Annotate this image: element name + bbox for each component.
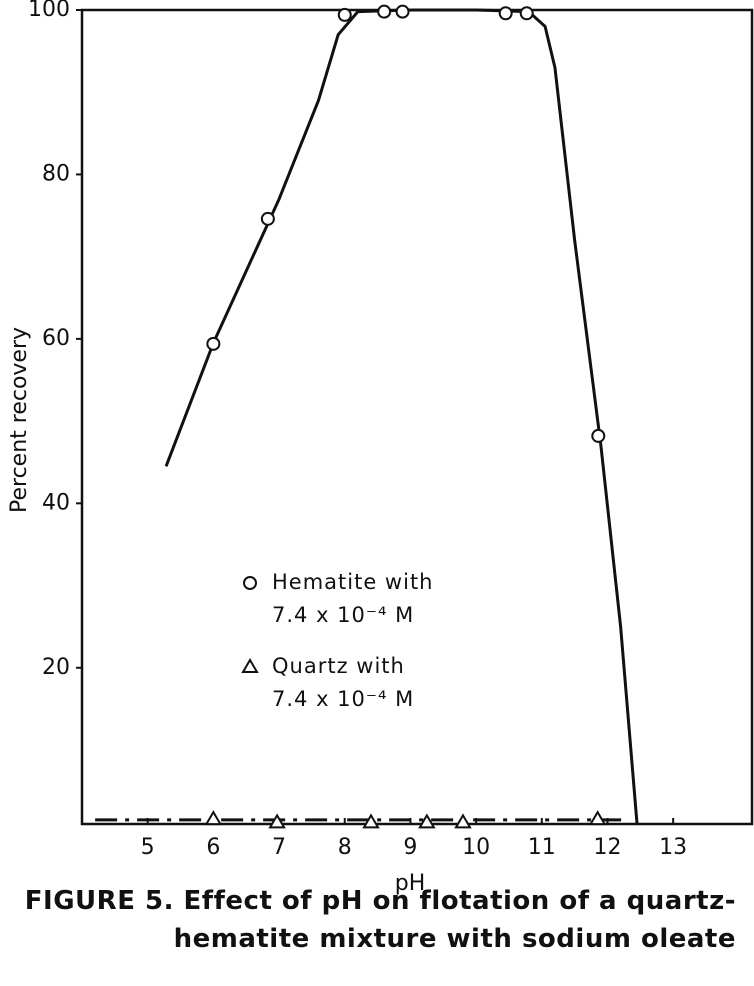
- y-axis-label: Percent recovery: [7, 327, 32, 513]
- x-tick-label: 12: [593, 835, 621, 860]
- data-point: [588, 810, 607, 826]
- x-tick-label: 10: [462, 835, 490, 860]
- x-tick-label: 13: [659, 835, 687, 860]
- data-point: [206, 336, 221, 351]
- plot-frame: [80, 8, 754, 826]
- data-point: [377, 4, 392, 19]
- x-tick-label: 7: [272, 835, 286, 860]
- figure-caption: FIGURE 5. Effect of pH on flotation of a…: [24, 886, 736, 954]
- data-point: [395, 4, 410, 19]
- y-tick-label: 100: [28, 0, 70, 22]
- data-point: [454, 813, 472, 829]
- fit-curve: [164, 8, 639, 825]
- y-tick-label: 80: [42, 161, 70, 186]
- data-point: [418, 813, 436, 829]
- data-point: [519, 6, 534, 21]
- data-point: [260, 211, 275, 226]
- data-point: [498, 6, 513, 21]
- y-tick-label: 20: [42, 655, 70, 680]
- x-tick-label: 11: [528, 835, 556, 860]
- data-point: [204, 810, 223, 826]
- x-tick-label: 8: [338, 835, 352, 860]
- legend-entry: Hematite with 7.4 x 10⁻⁴ M: [272, 570, 434, 627]
- x-tick-label: 9: [403, 835, 417, 860]
- data-point: [268, 813, 286, 829]
- data-point: [337, 7, 352, 22]
- data-point: [241, 658, 259, 673]
- y-tick-label: 40: [42, 490, 70, 515]
- y-tick-label: 60: [42, 326, 70, 351]
- x-tick-label: 6: [206, 835, 220, 860]
- x-axis-label: pH: [395, 871, 426, 896]
- legend-entry: Quartz with 7.4 x 10⁻⁴ M: [272, 654, 415, 711]
- data-point: [362, 813, 380, 829]
- data-point: [591, 428, 606, 443]
- x-tick-label: 5: [141, 835, 155, 860]
- data-point: [243, 576, 257, 590]
